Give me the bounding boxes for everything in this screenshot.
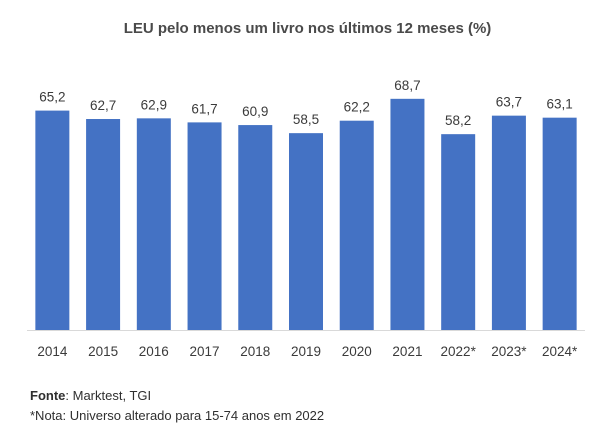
data-label-2017: 61,7 <box>191 101 217 116</box>
source-label: Fonte <box>30 388 66 403</box>
x-tick-label-2023-star: 2023* <box>491 344 527 359</box>
data-label-2024-star: 63,1 <box>546 97 572 112</box>
x-tick-label-2020: 2020 <box>342 344 372 359</box>
x-tick-label-2016: 2016 <box>139 344 169 359</box>
data-label-2022-star: 58,2 <box>445 113 471 128</box>
data-label-2019: 58,5 <box>293 112 319 127</box>
bar-2019 <box>289 133 323 330</box>
chart-title: LEU pelo menos um livro nos últimos 12 m… <box>123 20 492 37</box>
x-tick-label-2024-star: 2024* <box>542 344 578 359</box>
bar-2017 <box>187 122 222 330</box>
chart-notes: Fonte: Marktest, TGI *Nota: Universo alt… <box>30 386 324 426</box>
data-label-2014: 65,2 <box>39 90 65 105</box>
x-tick-label-2019: 2019 <box>291 344 321 359</box>
bar-2018 <box>238 125 273 330</box>
x-tick-label-2021: 2021 <box>392 344 422 359</box>
data-label-2015: 62,7 <box>90 98 116 113</box>
x-tick-label-2018: 2018 <box>240 344 270 359</box>
note-line: *Nota: Universo alterado para 15-74 anos… <box>30 408 325 423</box>
x-tick-label-2017: 2017 <box>190 344 220 359</box>
x-tick-label-2014: 2014 <box>37 344 68 359</box>
bar-2021 <box>390 98 425 330</box>
bar-2020 <box>339 120 374 330</box>
data-label-2018: 60,9 <box>242 104 268 119</box>
bar-2024-star <box>542 117 577 330</box>
data-label-2016: 62,9 <box>141 97 167 112</box>
source-line: Fonte: Marktest, TGI <box>30 386 324 406</box>
bar-2014 <box>35 110 70 330</box>
x-tick-label-2022-star: 2022* <box>441 344 477 359</box>
data-label-2021: 68,7 <box>394 78 420 93</box>
bar-2022-star <box>441 134 476 330</box>
bar-2023-star <box>491 115 526 331</box>
data-label-2023-star: 63,7 <box>496 95 522 110</box>
data-label-2020: 62,2 <box>344 100 370 115</box>
bar-2015 <box>86 119 121 330</box>
source-text: : Marktest, TGI <box>65 388 152 403</box>
x-tick-label-2015: 2015 <box>88 344 118 359</box>
bar-2016 <box>136 118 171 330</box>
